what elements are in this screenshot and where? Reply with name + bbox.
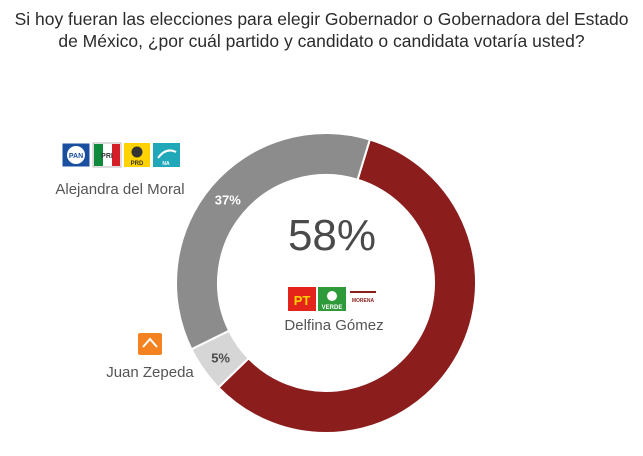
- slice-labels: 5% 37%: [211, 192, 241, 365]
- nueva-alianza-logo: NA: [153, 143, 180, 167]
- donut-slices: [175, 132, 477, 434]
- verde-logo: VERDE: [318, 287, 346, 311]
- verde-logo-text: VERDE: [322, 305, 343, 311]
- delfina-name: Delfina Gómez: [284, 317, 383, 334]
- chart-title: Si hoy fueran las elecciones para elegir…: [14, 9, 629, 51]
- slice-label-juan-zepeda: 5%: [211, 350, 230, 365]
- delfina-party-logos: PT VERDE MORENA: [288, 287, 378, 311]
- pan-logo: PAN: [61, 142, 91, 168]
- prd-logo: PRD: [124, 143, 150, 167]
- pan-logo-text: PAN: [69, 153, 83, 160]
- pt-logo-text: PT: [294, 293, 311, 308]
- morena-logo-text: MORENA: [352, 298, 375, 304]
- morena-logo: MORENA: [348, 287, 378, 311]
- na-logo-text: NA: [162, 161, 170, 167]
- pt-logo: PT: [288, 287, 316, 311]
- alejandra-name: Alejandra del Moral: [55, 181, 184, 198]
- prd-logo-text: PRD: [131, 161, 144, 167]
- juan-name: Juan Zepeda: [106, 364, 194, 381]
- pri-logo: PRI: [92, 142, 122, 168]
- slice-alejandra-del-moral: [175, 132, 372, 351]
- center-value: 58%: [288, 211, 376, 260]
- mc-logo: [138, 333, 162, 355]
- alejandra-party-logos: PAN PRI PRD NA: [61, 142, 180, 168]
- slice-delfina-g-mez: [217, 138, 477, 434]
- pri-logo-text: PRI: [101, 153, 113, 160]
- slice-label-alejandra-del-moral: 37%: [215, 192, 241, 207]
